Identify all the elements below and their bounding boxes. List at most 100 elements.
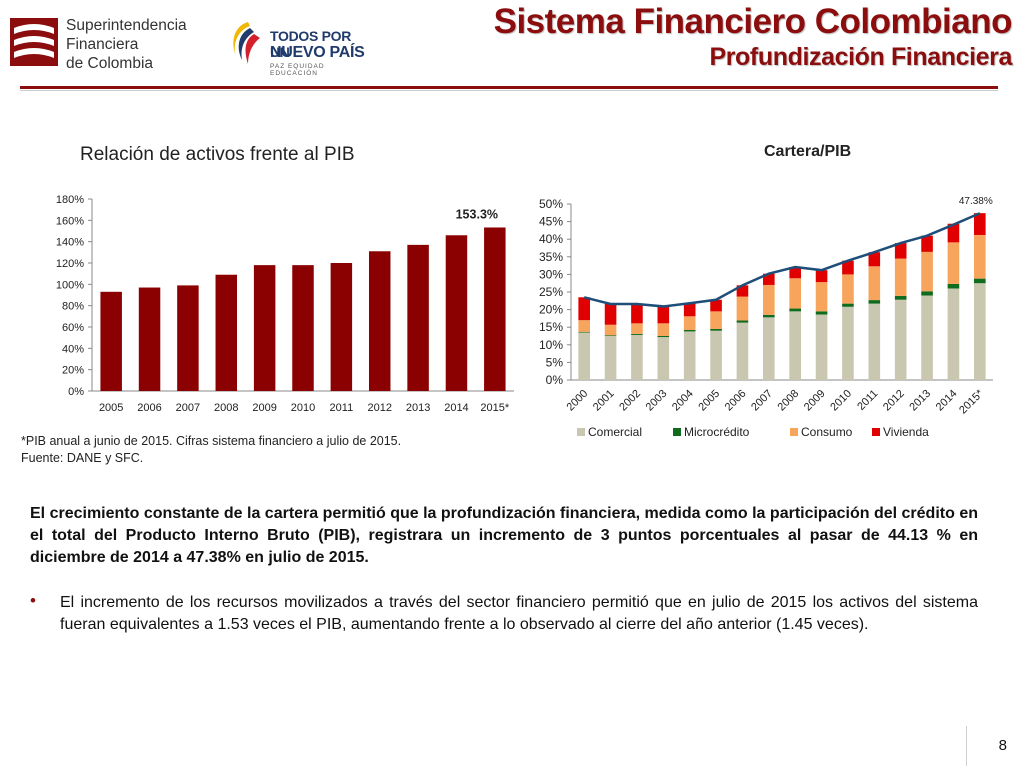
- legend-label: Microcrédito: [684, 425, 750, 439]
- x-tick-label: 2005: [696, 388, 722, 414]
- y-tick-label: 15%: [539, 320, 563, 334]
- legend-swatch-comercial: [577, 428, 585, 436]
- y-tick-label: 50%: [539, 197, 563, 211]
- bar-segment-consumo: [894, 258, 907, 296]
- bar-segment-consumo: [789, 278, 801, 309]
- bar-segment-consumo: [815, 282, 828, 312]
- sfc-name-line: de Colombia: [66, 55, 154, 72]
- bar-2006: [138, 287, 161, 391]
- bar-segment-microcrédito: [789, 308, 801, 312]
- bar-segment-microcrédito: [842, 303, 854, 307]
- bar-segment-microcrédito: [578, 331, 590, 333]
- bar-segment-vivienda: [578, 297, 590, 321]
- y-tick-label: 140%: [56, 237, 84, 249]
- bar-segment-microcrédito: [710, 328, 722, 331]
- x-tick-label: 2010: [291, 402, 315, 414]
- bar-2005: [100, 291, 122, 391]
- bar-segment-consumo: [683, 316, 696, 331]
- bar-segment-comercial: [894, 299, 907, 380]
- bar-segment-comercial: [657, 337, 670, 380]
- x-tick-label: 2012: [367, 402, 391, 414]
- bar-segment-comercial: [974, 283, 986, 380]
- y-tick-label: 40%: [62, 343, 84, 355]
- header-divider-shadow: [20, 90, 998, 91]
- x-tick-label: 2011: [855, 388, 880, 413]
- gov-logo-line1: TODOS POR UN: [270, 28, 352, 60]
- bar-segment-consumo: [657, 323, 670, 336]
- bullet-text: El incremento de los recursos movilizado…: [60, 594, 978, 633]
- page-subtitle: Profundización Financiera: [709, 43, 1012, 71]
- bar-2010: [292, 265, 314, 391]
- y-tick-label: 0%: [68, 386, 84, 398]
- y-tick-label: 20%: [539, 303, 563, 317]
- bar-segment-vivienda: [604, 303, 617, 325]
- source-line: Fuente: DANE y SFC.: [21, 451, 144, 465]
- bar-segment-microcrédito: [894, 295, 907, 300]
- y-tick-label: 40%: [539, 232, 563, 246]
- bar-2012: [368, 251, 391, 391]
- bar-segment-consumo: [921, 251, 933, 292]
- gov-logo-line2: NUEVO PAÍS: [270, 44, 365, 61]
- y-tick-label: 5%: [546, 355, 564, 369]
- bar-segment-comercial: [921, 295, 933, 380]
- bar-segment-microcrédito: [683, 330, 696, 332]
- loans-chart-title: Cartera/PIB: [764, 143, 852, 160]
- bar-segment-consumo: [631, 323, 643, 334]
- gov-logo: TODOS POR UN NUEVO PAÍS PAZ EQUIDAD EDUC…: [228, 12, 368, 77]
- bar-segment-comercial: [842, 306, 854, 380]
- x-tick-label: 2007: [749, 388, 775, 414]
- bar-segment-comercial: [683, 331, 696, 380]
- chart-footnote: *PIB anual a junio de 2015. Cifras siste…: [21, 433, 401, 467]
- bar-2008: [215, 274, 238, 391]
- bar-2015*: [484, 227, 506, 391]
- x-tick-label: 2001: [591, 388, 617, 414]
- x-tick-label: 2007: [176, 402, 200, 414]
- loans-to-gdp-chart: 0%5%10%15%20%25%30%35%40%45%50%2000 2001 2…: [539, 196, 993, 439]
- bar-segment-consumo: [763, 284, 775, 315]
- y-tick-label: 60%: [62, 322, 84, 334]
- x-tick-label: 2015*: [957, 387, 986, 416]
- bar-2009: [253, 265, 276, 391]
- bar-segment-vivienda: [631, 303, 643, 324]
- bar-segment-vivienda: [868, 252, 881, 267]
- sfc-name-line: Superintendencia: [66, 17, 187, 34]
- bar-segment-comercial: [763, 317, 775, 380]
- bar-segment-microcrédito: [604, 335, 617, 336]
- bar-2007: [177, 285, 199, 391]
- bar-segment-microcrédito: [631, 333, 643, 335]
- y-tick-label: 160%: [56, 215, 84, 227]
- bar-segment-vivienda: [815, 270, 828, 283]
- x-tick-label: 2010: [828, 388, 854, 414]
- bar-segment-consumo: [842, 274, 854, 304]
- x-tick-label: 2015*: [480, 402, 509, 414]
- y-tick-label: 100%: [56, 279, 84, 291]
- legend-label: Consumo: [801, 425, 853, 439]
- bar-segment-vivienda: [894, 243, 907, 259]
- bar-segment-vivienda: [710, 299, 722, 312]
- x-tick-label: 2000: [565, 388, 591, 414]
- summary-paragraph: El crecimiento constante de la cartera p…: [30, 505, 978, 566]
- x-tick-label: 2011: [330, 402, 354, 414]
- sfc-logo: Superintendencia Financiera de Colombia: [10, 16, 210, 73]
- bar-2014: [445, 235, 468, 391]
- bar-segment-microcrédito: [974, 278, 986, 284]
- legend-swatch-consumo: [790, 428, 798, 436]
- bar-segment-consumo: [974, 234, 986, 279]
- x-tick-label: 2005: [99, 402, 123, 414]
- x-tick-label: 2003: [644, 388, 670, 414]
- header-divider: [20, 86, 998, 89]
- bar-segment-vivienda: [789, 267, 801, 279]
- bar-segment-consumo: [578, 320, 590, 332]
- gov-logo-line3: PAZ EQUIDAD EDUCACIÓN: [270, 63, 325, 77]
- last-value-label: 47.38%: [959, 196, 993, 207]
- bullet-icon: •: [30, 591, 36, 610]
- x-tick-label: 2002: [617, 388, 643, 414]
- x-tick-label: 2014: [934, 388, 960, 414]
- bar-segment-comercial: [736, 322, 749, 380]
- bar-segment-consumo: [736, 296, 749, 321]
- bar-segment-comercial: [868, 303, 881, 380]
- bar-segment-vivienda: [921, 235, 933, 252]
- y-tick-label: 30%: [539, 267, 563, 281]
- sfc-name: Superintendencia Financiera de Colombia: [66, 16, 187, 73]
- bar-segment-consumo: [947, 242, 960, 284]
